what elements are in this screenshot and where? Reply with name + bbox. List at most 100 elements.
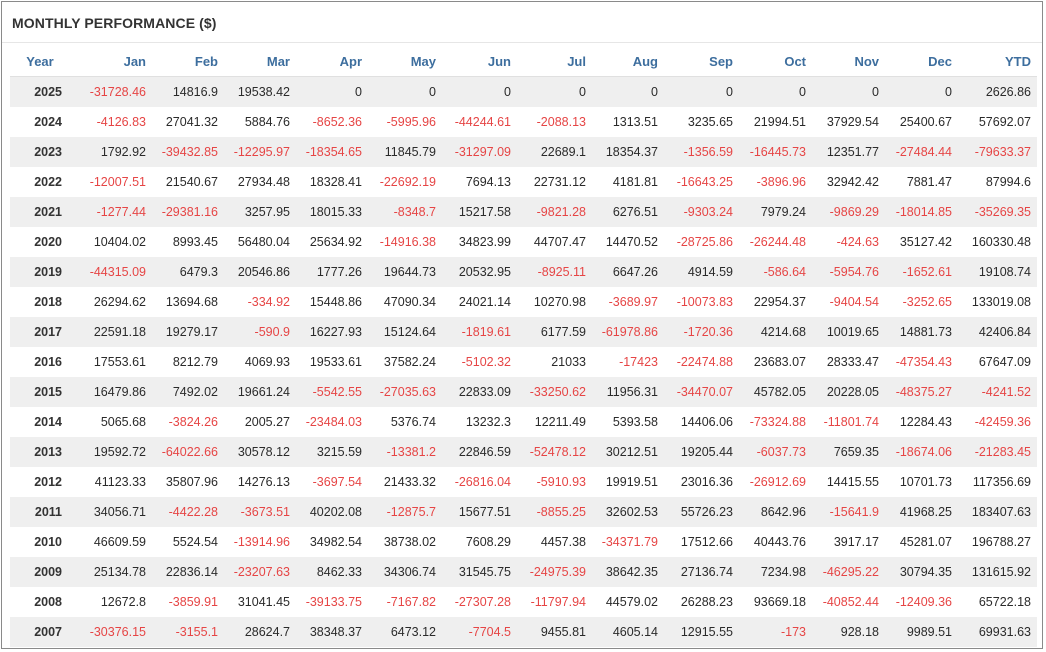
month-value-cell: -6037.73 [739, 437, 812, 467]
year-cell: 2010 [34, 535, 62, 549]
month-value-cell: 22846.59 [442, 437, 517, 467]
year-cell: 2014 [34, 415, 62, 429]
month-value-cell: -3697.54 [312, 475, 362, 489]
table-row: 2009 25134.78 22836.14 -23207.63 8462.33 3430… [10, 557, 1037, 587]
column-header-feb: Feb [152, 46, 224, 77]
month-value-cell: -23484.03 [305, 415, 362, 429]
month-value-cell: -13914.96 [233, 535, 290, 549]
month-value-cell: 17512.66 [680, 535, 733, 549]
month-value-cell: 928.18 [812, 617, 885, 647]
month-value-cell: 44579.02 [605, 595, 658, 609]
month-value-cell: -39432.85 [152, 137, 224, 167]
table-row: 2022 -12007.51 21540.67 27934.48 18328.41 -22… [10, 167, 1037, 197]
month-value-cell: -47354.43 [895, 355, 952, 369]
month-value-cell: -22692.19 [379, 175, 436, 189]
table-row: 2025 -31728.46 14816.9 19538.42 0 0 0 0 0 0 0 0 0 262… [10, 76, 1037, 107]
month-value-cell: 34823.99 [458, 235, 511, 249]
ytd-cell: -42459.36 [974, 415, 1031, 429]
month-value-cell: -8925.11 [517, 257, 592, 287]
column-header-year: Year [10, 46, 70, 77]
title-divider [2, 42, 1042, 43]
month-value-cell: 19919.51 [605, 475, 658, 489]
ytd-cell: 183407.63 [958, 497, 1037, 527]
month-value-cell: -9404.54 [829, 295, 879, 309]
month-value-cell: 22689.1 [517, 137, 592, 167]
month-value-cell: -1652.61 [885, 257, 958, 287]
month-value-cell: 35127.42 [899, 235, 952, 249]
month-value-cell: 16227.93 [296, 317, 368, 347]
ytd-cell: 67647.09 [978, 355, 1031, 369]
table-row: 2013 19592.72 -64022.66 30578.12 3215.59 -133… [10, 437, 1037, 467]
month-value-cell: -31297.09 [442, 137, 517, 167]
month-value-cell: -26816.04 [454, 475, 511, 489]
month-value-cell: -10073.83 [676, 295, 733, 309]
year-cell: 2023 [10, 137, 70, 167]
year-cell: 2018 [34, 295, 62, 309]
month-value-cell: -3859.91 [168, 595, 218, 609]
month-value-cell: 10019.65 [812, 317, 885, 347]
month-value-cell: 0 [517, 76, 592, 107]
month-value-cell: -61978.86 [592, 317, 664, 347]
month-value-cell: 7234.98 [739, 557, 812, 587]
month-value-cell: -16643.25 [676, 175, 733, 189]
month-value-cell: 2005.27 [244, 415, 290, 429]
month-value-cell: 9455.81 [517, 617, 592, 647]
month-value-cell: -17423 [619, 355, 658, 369]
month-value-cell: -18674.06 [885, 437, 958, 467]
month-value-cell: 19538.42 [224, 76, 296, 107]
month-value-cell: 15448.86 [309, 295, 362, 309]
month-value-cell: 93669.18 [753, 595, 806, 609]
month-value-cell: 7881.47 [906, 175, 952, 189]
month-value-cell: 21033 [551, 355, 586, 369]
month-value-cell: -586.64 [739, 257, 812, 287]
month-value-cell: -73324.88 [749, 415, 806, 429]
month-value-cell: -11797.94 [530, 595, 586, 609]
year-cell: 2016 [34, 355, 62, 369]
month-value-cell: 22954.37 [753, 295, 806, 309]
month-value-cell: 25400.67 [899, 115, 952, 129]
month-value-cell: -28725.86 [676, 235, 733, 249]
month-value-cell: 22591.18 [70, 317, 152, 347]
month-value-cell: -3824.26 [168, 415, 218, 429]
month-value-cell: 0 [442, 76, 517, 107]
month-value-cell: -334.92 [247, 295, 290, 309]
month-value-cell: 56480.04 [237, 235, 290, 249]
month-value-cell: -44244.61 [454, 115, 511, 129]
month-value-cell: 4181.81 [612, 175, 658, 189]
month-value-cell: -2088.13 [536, 115, 586, 129]
month-value-cell: 26288.23 [680, 595, 733, 609]
month-value-cell: 19644.73 [368, 257, 442, 287]
year-cell: 2021 [10, 197, 70, 227]
table-row: 2019 -44315.09 6479.3 20546.86 1777.26 19644.… [10, 257, 1037, 287]
month-value-cell: 21540.67 [165, 175, 218, 189]
month-value-cell: 8993.45 [172, 235, 218, 249]
month-value-cell: -64022.66 [152, 437, 224, 467]
column-header-aug: Aug [592, 46, 664, 77]
ytd-cell: 19108.74 [958, 257, 1037, 287]
month-value-cell: 7694.13 [465, 175, 511, 189]
month-value-cell: -39133.75 [305, 595, 362, 609]
month-value-cell: 28624.7 [224, 617, 296, 647]
ytd-cell: 57692.07 [978, 115, 1031, 129]
month-value-cell: 3235.65 [687, 115, 733, 129]
table-row: 2007 -30376.15 -3155.1 28624.7 38348.37 6473.… [10, 617, 1037, 647]
ytd-cell: 133019.08 [971, 295, 1031, 309]
month-value-cell: 34056.71 [70, 497, 152, 527]
month-value-cell: -26912.69 [749, 475, 806, 489]
month-value-cell: 19533.61 [309, 355, 362, 369]
table-row: 2008 12672.8 -3859.91 31041.45 -39133.75 -716… [10, 587, 1037, 617]
table-row: 2017 22591.18 19279.17 -590.9 16227.93 15124.… [10, 317, 1037, 347]
year-cell: 2019 [10, 257, 70, 287]
month-value-cell: 28333.47 [826, 355, 879, 369]
month-value-cell: 32602.53 [592, 497, 664, 527]
month-value-cell: -5910.93 [536, 475, 586, 489]
month-value-cell: 13232.3 [465, 415, 511, 429]
column-header-mar: Mar [224, 46, 296, 77]
month-value-cell: -23207.63 [224, 557, 296, 587]
month-value-cell: 30794.35 [885, 557, 958, 587]
ytd-cell: 196788.27 [971, 535, 1031, 549]
month-value-cell: -5954.76 [812, 257, 885, 287]
month-value-cell: 5393.58 [612, 415, 658, 429]
month-value-cell: 25634.92 [309, 235, 362, 249]
